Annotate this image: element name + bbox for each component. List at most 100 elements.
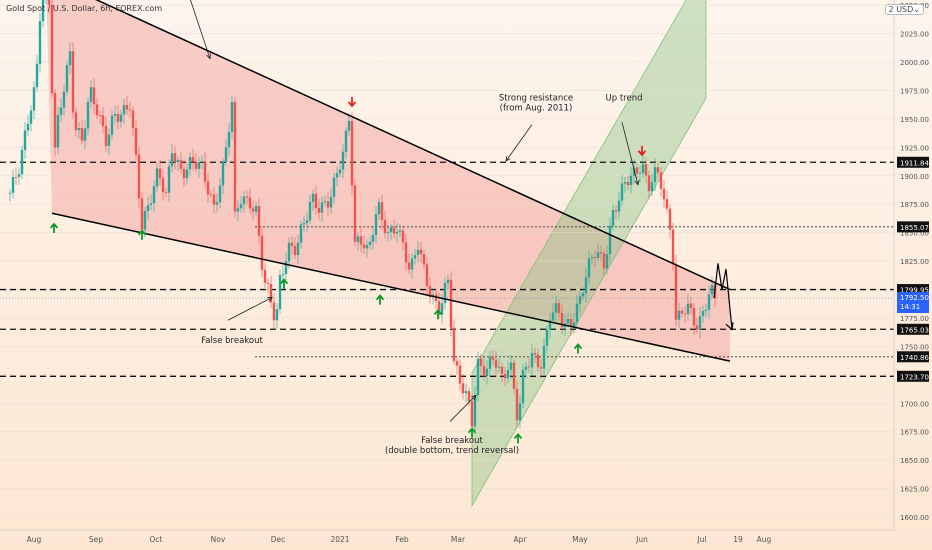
candle-body: [260, 235, 264, 270]
candle-body: [665, 199, 669, 209]
candle-body: [551, 312, 555, 321]
y-tick-label: 1975.00: [900, 87, 929, 95]
candle-body: [149, 203, 153, 206]
candle-body: [242, 196, 246, 205]
x-tick-label: Aug: [27, 535, 42, 544]
y-tick-label: 1700.00: [900, 400, 929, 408]
candle-body: [41, 0, 45, 22]
x-tick-label: Sep: [89, 535, 103, 544]
candle-body: [272, 302, 276, 321]
annotation-text: Strong resistance (from Aug. 2011): [499, 94, 573, 114]
candle-body: [206, 181, 210, 195]
candle-body: [497, 366, 501, 368]
candle-body: [398, 230, 402, 232]
candle-body: [233, 102, 237, 212]
candle-body: [119, 114, 123, 122]
candle-body: [644, 164, 648, 176]
candle-body: [524, 366, 528, 370]
candle-body: [89, 87, 93, 102]
candle-body: [236, 208, 240, 212]
candle-body: [509, 362, 513, 370]
candle-body: [506, 369, 510, 379]
candle-body: [20, 150, 24, 175]
candle-body: [302, 223, 306, 225]
candle-body: [59, 107, 63, 115]
candle-body: [194, 161, 198, 169]
candle-body: [530, 352, 534, 368]
y-tick-label: 1775.00: [900, 315, 929, 323]
annotation-text: False breakout (double bottom, trend reve…: [385, 436, 519, 456]
candle-body: [230, 102, 234, 132]
level-tag-label: 1765.03: [900, 326, 929, 334]
candle-body: [32, 87, 36, 111]
candle-body: [11, 176, 15, 193]
candle-body: [86, 101, 90, 129]
candle-body: [131, 110, 135, 129]
candle-body: [452, 327, 456, 362]
candle-body: [608, 225, 612, 255]
candle-body: [653, 167, 657, 183]
candle-body: [539, 367, 543, 369]
candle-body: [380, 202, 384, 220]
candle-body: [635, 167, 639, 174]
candle-body: [476, 358, 480, 396]
chevron-down-icon: ⌄: [913, 5, 920, 14]
candle-body: [650, 182, 654, 192]
candle-body: [80, 128, 84, 141]
candle-body: [71, 51, 75, 113]
arrow-up-icon: [375, 294, 385, 305]
candle-body: [659, 172, 663, 189]
candle-body: [686, 303, 690, 315]
y-tick-label: 1625.00: [900, 486, 929, 494]
y-tick-label: 1675.00: [900, 429, 929, 437]
annotation-arrowhead: [505, 155, 511, 162]
candle-body: [26, 123, 30, 131]
candle-body: [494, 359, 498, 368]
annotation-arrowhead: [266, 297, 273, 302]
price-tag: [897, 292, 929, 314]
candle-body: [314, 193, 318, 209]
candle-body: [353, 185, 357, 242]
arrow-up-icon: [279, 278, 289, 289]
candle-body: [488, 356, 492, 369]
candle-body: [611, 210, 615, 226]
candle-body: [515, 388, 519, 421]
candle-body: [623, 181, 627, 184]
candle-body: [419, 249, 423, 255]
annotation-text: Up trend: [606, 94, 643, 104]
candle-body: [209, 194, 213, 196]
arrow-up-icon: [433, 309, 443, 320]
y-tick-label: 1950.00: [900, 116, 929, 124]
candle-body: [113, 113, 117, 116]
candle-body: [257, 205, 261, 236]
price-countdown: 14:31: [900, 303, 920, 311]
candle-body: [620, 183, 624, 201]
y-tick-label: 2000.00: [900, 59, 929, 67]
candle-body: [404, 242, 408, 263]
candle-body: [710, 284, 714, 295]
candle-body: [434, 294, 438, 302]
currency-selector[interactable]: 2 USD⌄: [884, 4, 924, 15]
candle-body: [305, 220, 309, 224]
candle-body: [164, 192, 168, 193]
y-tick-label: 1900.00: [900, 173, 929, 181]
candle-body: [578, 296, 582, 304]
candle-body: [470, 401, 474, 427]
candle-body: [245, 196, 249, 198]
candle-body: [581, 293, 585, 297]
candle-body: [323, 201, 327, 203]
currency-prefix: 2: [888, 5, 894, 14]
candle-body: [362, 244, 366, 249]
arrow-up-icon: [467, 427, 477, 438]
level-tag: [897, 284, 929, 296]
candle-body: [140, 198, 144, 230]
level-tag-label: 1855.07: [900, 224, 929, 232]
y-tick-label: 1875.00: [900, 201, 929, 209]
candle-body: [395, 231, 399, 234]
candle-body: [23, 130, 27, 151]
candle-body: [584, 277, 588, 294]
candle-body: [389, 227, 393, 233]
candle-body: [467, 391, 471, 402]
